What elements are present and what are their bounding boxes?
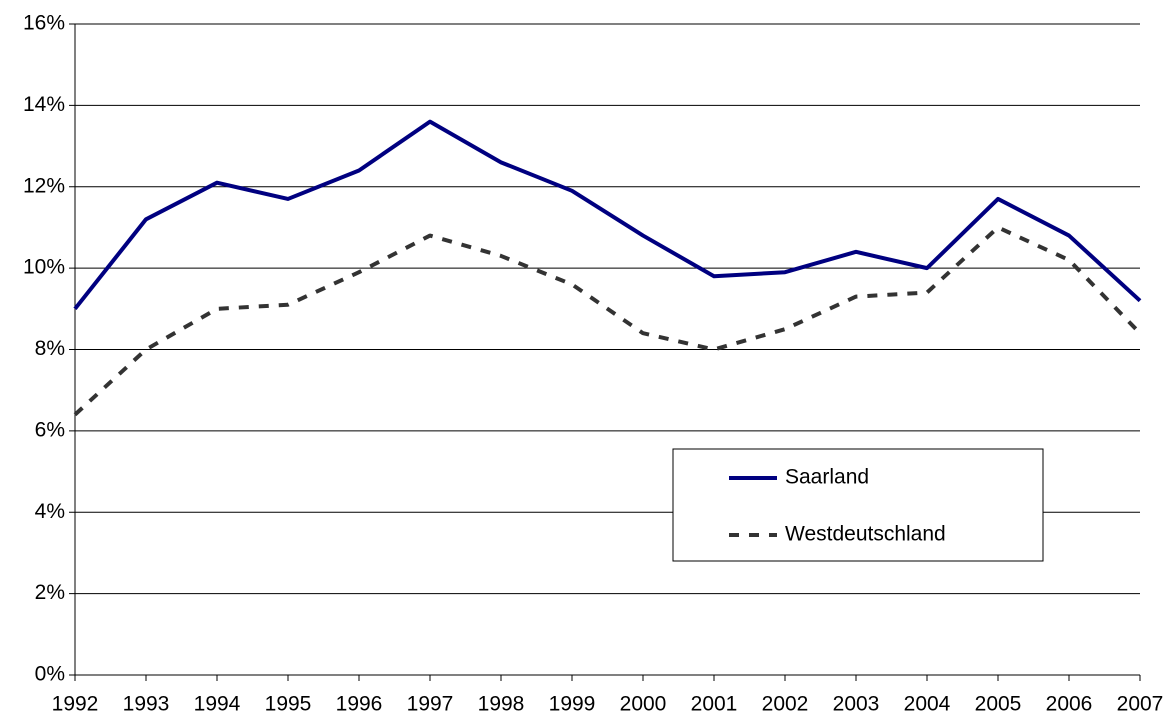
y-tick-label: 2% (35, 581, 65, 604)
legend-label: Saarland (785, 466, 869, 489)
x-tick-label: 2007 (1117, 693, 1164, 715)
y-tick-label: 6% (35, 418, 65, 441)
x-tick-label: 1999 (549, 693, 596, 715)
x-tick-label: 2006 (1046, 693, 1093, 715)
x-tick-label: 2003 (833, 693, 880, 715)
x-tick-label: 2001 (691, 693, 738, 715)
x-tick-label: 1996 (336, 693, 383, 715)
x-tick-label: 1993 (123, 693, 170, 715)
series-line (73, 225, 1142, 417)
y-tick-label: 14% (23, 93, 65, 116)
x-tick-label: 1998 (478, 693, 525, 715)
legend-label: Westdeutschland (785, 523, 946, 546)
x-tick-label: 1994 (194, 693, 241, 715)
x-tick-label: 1992 (52, 693, 99, 715)
x-tick-label: 2000 (620, 693, 667, 715)
x-tick-label: 2002 (762, 693, 809, 715)
legend-box (672, 448, 1044, 562)
y-tick-label: 0% (35, 663, 65, 686)
y-tick-label: 12% (23, 174, 65, 197)
x-tick-label: 1997 (407, 693, 454, 715)
x-tick-label: 1995 (265, 693, 312, 715)
y-tick-label: 10% (23, 256, 65, 279)
series-line (73, 119, 1142, 311)
y-tick-label: 8% (35, 337, 65, 360)
x-tick-label: 2005 (975, 693, 1022, 715)
x-tick-label: 2004 (904, 693, 951, 715)
y-tick-label: 4% (35, 500, 65, 523)
y-tick-label: 16% (23, 12, 65, 35)
